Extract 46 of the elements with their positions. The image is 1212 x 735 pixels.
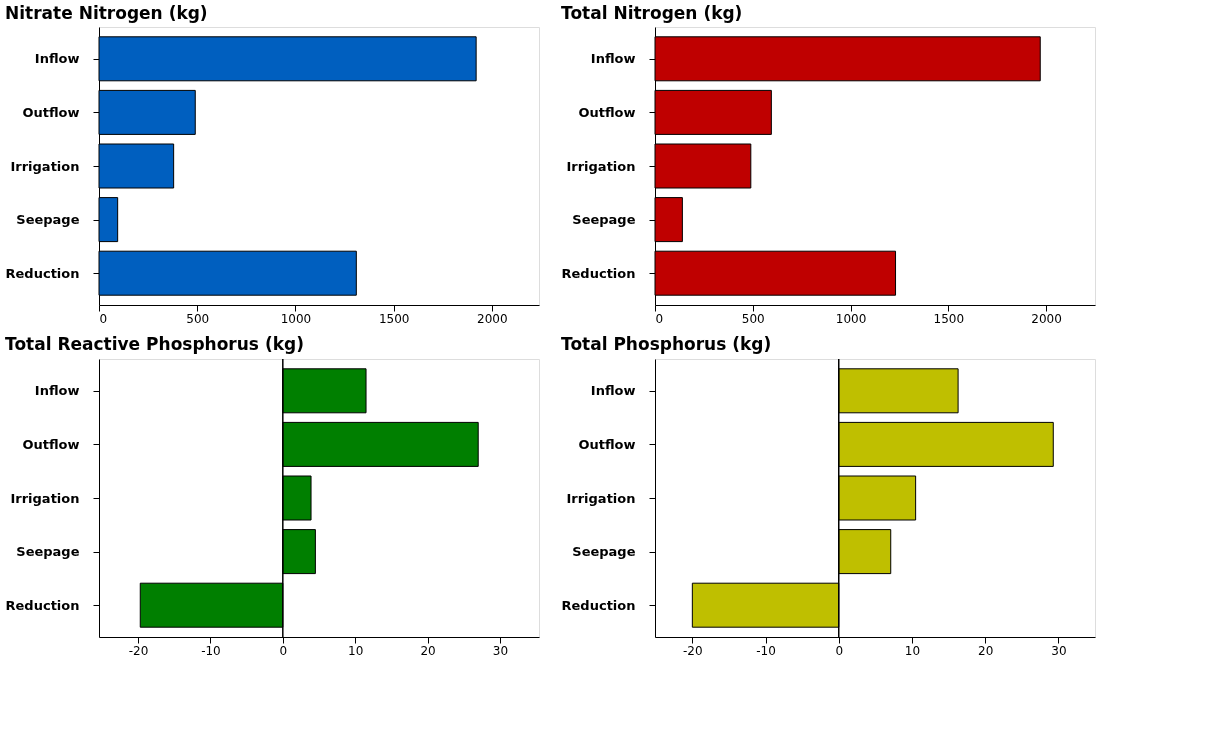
- x-tick-label: 1500: [378, 311, 410, 326]
- y-tick-label: Reduction: [5, 265, 80, 281]
- x-tick-label: 500: [741, 311, 765, 326]
- x-tick-label: 30: [492, 643, 509, 658]
- y-tick-label: Outflow: [22, 436, 80, 452]
- x-tick-label: 20: [978, 643, 994, 658]
- x-tick-label: 1000: [280, 311, 312, 326]
- y-tick-label: Outflow: [578, 104, 636, 120]
- chart-title: Total Phosphorus (kg): [561, 334, 772, 355]
- x-tick-label: 1500: [933, 311, 965, 326]
- y-tick-label: Inflow: [34, 51, 80, 67]
- y-tick-label: Seepage: [572, 212, 636, 228]
- y-tick-label: Seepage: [16, 212, 80, 228]
- x-tick-label: -20: [128, 643, 149, 658]
- y-tick-label: Reduction: [561, 265, 636, 281]
- x-tick-label: -10: [756, 643, 776, 658]
- x-tick-label: 10: [904, 643, 921, 658]
- y-tick-label: Seepage: [16, 544, 80, 560]
- y-tick-label: Seepage: [572, 544, 636, 560]
- y-tick-label: Outflow: [578, 436, 636, 452]
- y-tick-label: Reduction: [561, 597, 636, 613]
- x-tick-label: 0: [99, 311, 108, 326]
- chart-title: Total Reactive Phosphorus (kg): [5, 334, 304, 355]
- x-tick-label: 20: [420, 643, 436, 658]
- chart-title: Nitrate Nitrogen (kg): [5, 3, 208, 23]
- y-tick-label: Irrigation: [566, 490, 636, 506]
- y-tick-label: Outflow: [22, 104, 80, 120]
- x-tick-label: 1000: [835, 311, 867, 326]
- x-tick-label: 0: [835, 643, 844, 658]
- x-tick-label: 10: [348, 643, 364, 658]
- y-tick-label: Reduction: [5, 597, 80, 613]
- x-tick-label: -10: [201, 643, 221, 658]
- x-tick-label: 500: [186, 311, 210, 326]
- x-tick-label: 0: [655, 311, 664, 326]
- x-tick-label: -20: [683, 643, 703, 658]
- x-tick-label: 30: [1051, 643, 1067, 658]
- y-tick-label: Irrigation: [10, 490, 80, 506]
- y-tick-label: Irrigation: [566, 158, 636, 174]
- x-tick-label: 0: [279, 643, 288, 658]
- y-tick-label: Irrigation: [10, 158, 80, 174]
- y-tick-label: Inflow: [590, 51, 636, 67]
- y-tick-label: Inflow: [590, 383, 636, 399]
- x-tick-label: 2000: [1031, 311, 1062, 326]
- chart-title: Total Nitrogen (kg): [561, 3, 743, 23]
- x-tick-label: 2000: [477, 311, 508, 326]
- y-tick-label: Inflow: [34, 383, 80, 399]
